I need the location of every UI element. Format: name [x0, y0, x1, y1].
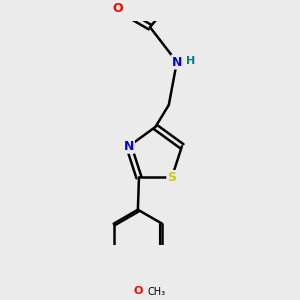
- Text: S: S: [167, 171, 176, 184]
- Text: H: H: [186, 56, 195, 66]
- Text: O: O: [133, 286, 142, 296]
- Text: O: O: [112, 2, 123, 15]
- Text: N: N: [124, 140, 134, 153]
- Text: N: N: [172, 56, 182, 68]
- Text: CH₃: CH₃: [148, 287, 166, 297]
